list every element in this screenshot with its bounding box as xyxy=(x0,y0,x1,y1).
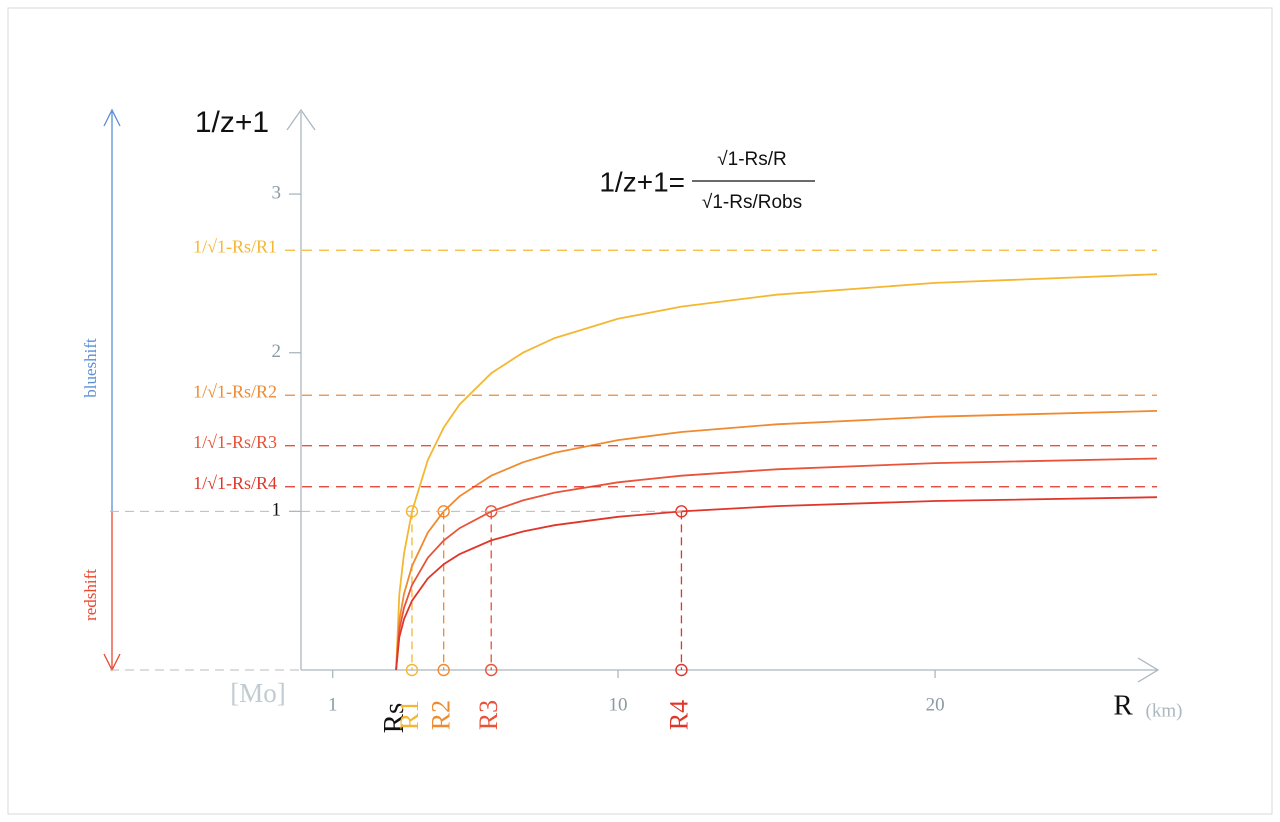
frame xyxy=(7,7,1273,815)
formula-numerator: √1-Rs/R xyxy=(717,149,787,170)
y-tick-label: 3 xyxy=(272,182,282,203)
y-axis-label: 1/z+1 xyxy=(195,106,269,139)
formula-lhs: 1/z+1= xyxy=(599,166,685,197)
radius-point xyxy=(405,663,419,677)
blueshift-arrowhead xyxy=(103,108,121,127)
radius-label: R4 xyxy=(664,700,693,730)
x-tick-label: 1 xyxy=(328,694,338,715)
asymptote-label: 1/√1-Rs/R3 xyxy=(193,432,277,452)
radius-label: R2 xyxy=(427,700,456,730)
x-prefix: [Mo] xyxy=(230,678,286,708)
radius-label: R3 xyxy=(474,700,503,730)
rs-label: Rs xyxy=(378,703,410,734)
asymptote-label: 1/√1-Rs/R4 xyxy=(193,473,277,493)
radius-point xyxy=(675,663,688,677)
radius-point xyxy=(485,663,498,677)
y-tick-label: 2 xyxy=(272,341,282,362)
y-tick-label: 1 xyxy=(272,500,282,521)
curve xyxy=(395,457,1158,671)
asymptote-label: 1/√1-Rs/R2 xyxy=(193,381,277,401)
curve xyxy=(395,496,1158,671)
x-axis-unit: (km) xyxy=(1146,700,1183,721)
x-tick-label: 20 xyxy=(926,694,945,715)
curve xyxy=(395,273,1158,671)
blueshift-label: blueshift xyxy=(81,338,100,398)
formula-denominator: √1-Rs/Robs xyxy=(702,192,802,213)
curve xyxy=(395,410,1158,671)
radius-label: R1 xyxy=(395,700,424,730)
x-axis-arrowhead xyxy=(1137,657,1160,683)
asymptote-label: 1/√1-Rs/R1 xyxy=(193,236,277,256)
radius-point xyxy=(437,663,450,677)
x-axis-label: R xyxy=(1113,690,1133,722)
unity-point xyxy=(675,505,688,518)
redshift-label: redshift xyxy=(81,569,100,621)
y-axis-arrowhead xyxy=(286,108,316,131)
x-tick-label: 10 xyxy=(609,694,628,715)
